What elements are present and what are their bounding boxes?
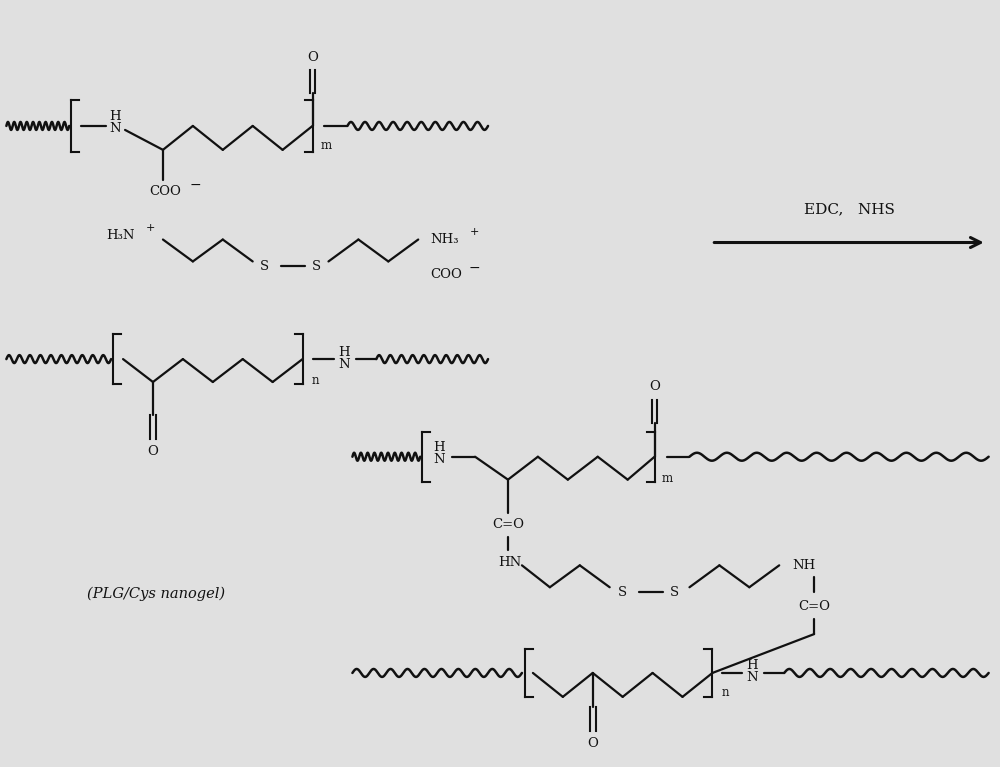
- Text: H₃N: H₃N: [106, 229, 135, 242]
- Text: S: S: [670, 586, 679, 599]
- Text: C=O: C=O: [798, 600, 830, 613]
- Text: +: +: [469, 226, 479, 236]
- Text: −: −: [189, 178, 201, 192]
- Text: −: −: [468, 261, 480, 275]
- Text: O: O: [148, 446, 158, 458]
- Text: m: m: [321, 140, 332, 153]
- Text: +: +: [146, 222, 156, 232]
- Text: N: N: [109, 123, 121, 136]
- Text: n: n: [312, 374, 319, 387]
- Text: H: H: [746, 660, 758, 673]
- Text: HN: HN: [498, 556, 521, 569]
- Text: O: O: [649, 380, 660, 393]
- Text: H: H: [339, 346, 350, 359]
- Text: COO: COO: [430, 268, 462, 281]
- Text: m: m: [662, 472, 673, 486]
- Text: S: S: [618, 586, 627, 599]
- Text: H: H: [433, 441, 445, 454]
- Text: O: O: [587, 737, 598, 750]
- Text: S: S: [312, 260, 321, 273]
- Text: O: O: [307, 51, 318, 64]
- Text: COO: COO: [149, 185, 181, 198]
- Text: H: H: [109, 110, 121, 123]
- Text: NH₃: NH₃: [430, 233, 459, 246]
- Text: EDC,   NHS: EDC, NHS: [804, 202, 894, 216]
- Text: C=O: C=O: [492, 518, 524, 531]
- Text: n: n: [722, 686, 729, 700]
- Text: N: N: [339, 357, 350, 370]
- Text: N: N: [433, 453, 445, 466]
- Text: NH: NH: [792, 559, 815, 572]
- Text: N: N: [746, 671, 758, 684]
- Text: S: S: [260, 260, 269, 273]
- Text: (PLG/Cys nanogel): (PLG/Cys nanogel): [87, 587, 225, 601]
